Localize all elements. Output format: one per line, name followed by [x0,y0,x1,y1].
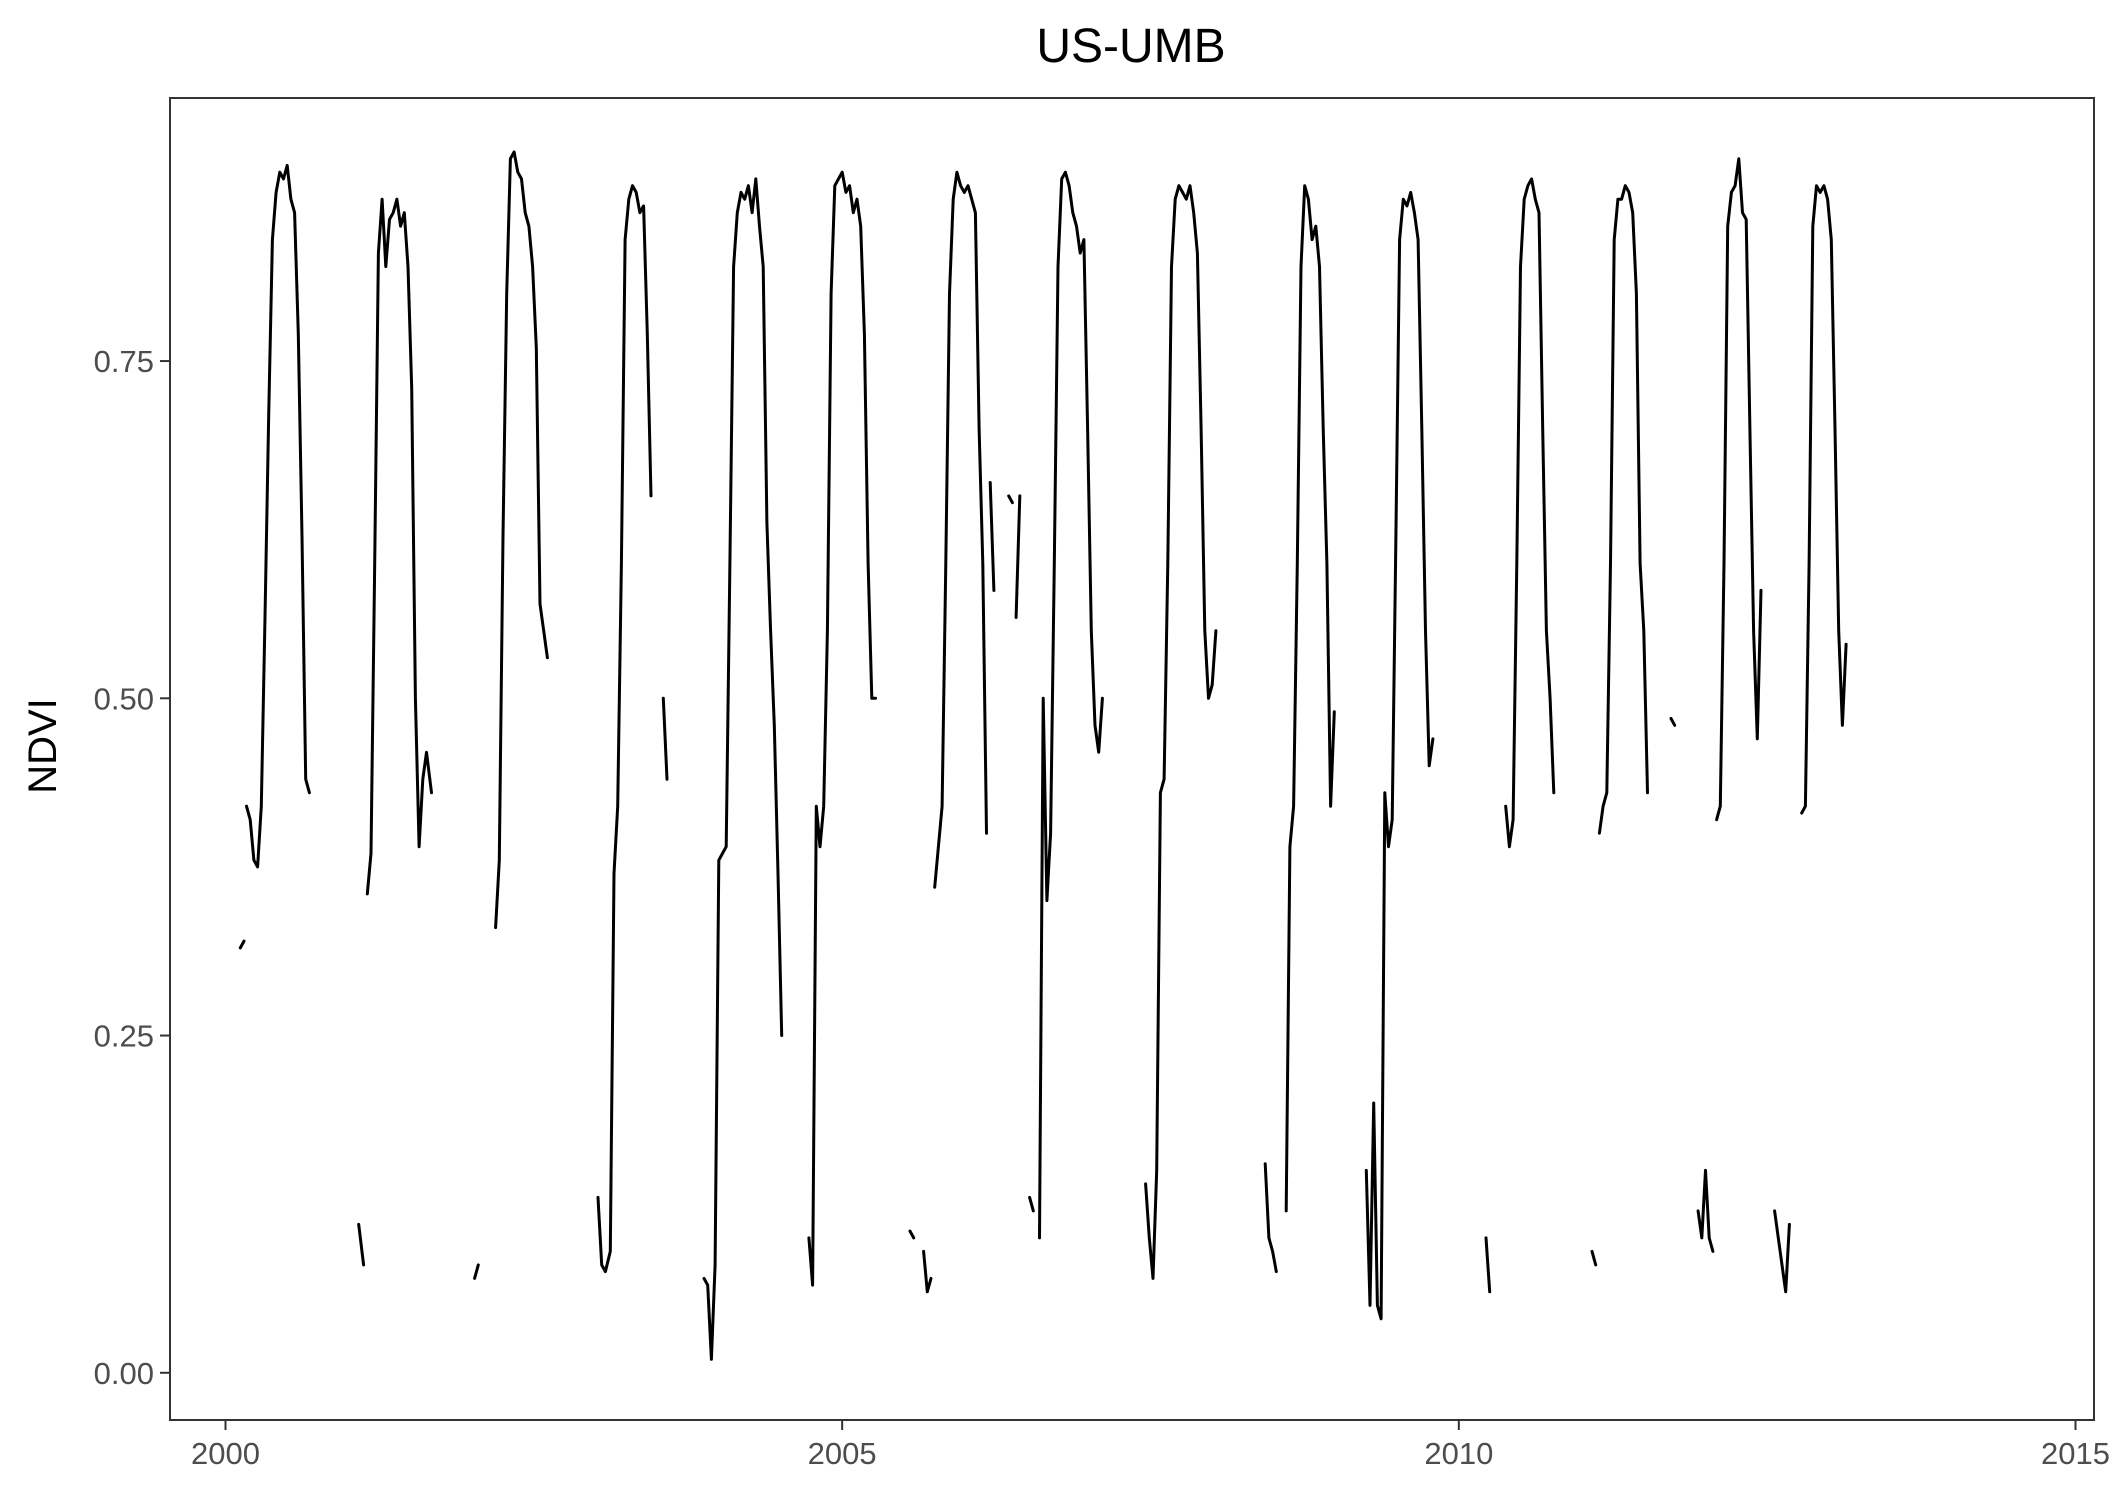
y-axis-title: NDVI [21,698,65,794]
ndvi-line-segment [1715,157,1763,822]
x-tick-label: 2010 [1424,1436,1493,1471]
ndvi-line-segment [1800,184,1848,815]
ndvi-line-segment [473,1263,480,1280]
panel-border [169,97,2095,1421]
y-tick-label: 0.75 [94,344,154,379]
chart-title: US-UMB [1036,20,1225,73]
x-tick-label: 2000 [191,1436,260,1471]
ndvi-line-segment [933,170,988,889]
ndvi-line-segment [988,481,996,592]
ndvi-line-segment [702,177,784,1361]
ndvi-line-segment [357,1222,366,1267]
ndvi-line-segment [596,184,653,1274]
ndvi-line-segment [1263,1162,1278,1274]
ndvi-line-segment [238,939,246,950]
y-tick-label: 0.25 [94,1019,154,1054]
ndvi-line-segment [1669,717,1677,727]
y-axis: 0.00 0.25 0.50 0.75 [94,344,170,1391]
ndvi-line-segment [807,170,877,1287]
ndvi-line-segment [1696,1168,1715,1253]
ndvi-line-segment [922,1249,933,1294]
ndvi-line-segment [1484,1236,1492,1294]
ndvi-line-segment [245,163,311,869]
ndvi-line-segment [1590,1249,1598,1267]
ndvi-line-segment [1014,494,1022,619]
y-tick-label: 0.00 [94,1356,154,1391]
y-tick-label: 0.50 [94,681,154,716]
x-tick-label: 2005 [808,1436,877,1471]
ndvi-line-segment [908,1229,916,1240]
ndvi-series [238,150,1848,1361]
ndvi-line-segment [365,197,433,896]
ndvi-line-segment [1038,170,1104,1240]
ndvi-line-segment [1007,494,1014,505]
ndvi-line-segment [1144,184,1218,1280]
x-axis: 2000 2005 2010 2015 [191,1420,2110,1471]
x-tick-label: 2015 [2041,1436,2110,1471]
ndvi-line-segment [1364,190,1435,1321]
ndvi-line-segment [494,150,549,930]
ndvi-line-segment [1773,1209,1791,1294]
ndvi-line-segment [1504,177,1556,849]
ndvi-line-segment [1284,184,1336,1213]
ndvi-line-segment [661,696,669,781]
ndvi-line-segment [1028,1195,1035,1213]
ndvi-line-segment [1597,184,1649,835]
